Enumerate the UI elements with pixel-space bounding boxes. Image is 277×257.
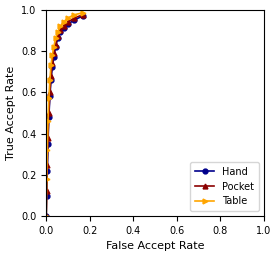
Pocket [48,91,52,94]
Table [62,20,65,23]
Table [73,13,76,16]
Line: Pocket: Pocket [44,12,86,219]
Hand [59,31,62,34]
Hand [56,37,59,40]
Pocket [45,215,48,218]
Hand [45,215,48,218]
Pocket [52,51,55,54]
Table [52,45,55,48]
X-axis label: False Accept Rate: False Accept Rate [106,241,204,251]
Hand [49,78,53,81]
Hand [45,194,48,197]
Hand [52,56,55,59]
Line: Hand: Hand [44,13,86,219]
Pocket [46,163,49,166]
Pocket [45,190,48,193]
Table [45,215,48,218]
Pocket [51,62,54,65]
Hand [51,66,54,69]
Table [46,149,49,152]
Legend: Hand, Pocket, Table: Hand, Pocket, Table [190,162,259,211]
Line: Table: Table [44,10,86,219]
Table [66,16,70,19]
Table [48,78,52,81]
Table [56,31,59,34]
Pocket [59,29,62,32]
Pocket [47,111,50,114]
Pocket [81,13,85,16]
Hand [81,14,85,17]
Y-axis label: True Accept Rate: True Accept Rate [6,66,16,160]
Table [59,24,62,27]
Pocket [46,136,50,139]
Table [54,37,57,40]
Table [47,97,50,100]
Hand [73,18,76,21]
Table [51,53,54,57]
Pocket [56,35,59,38]
Table [45,177,48,180]
Pocket [54,43,57,46]
Hand [62,27,65,30]
Table [81,11,85,14]
Hand [48,95,52,98]
Pocket [62,24,65,27]
Hand [54,45,57,48]
Pocket [49,74,53,77]
Pocket [73,16,76,19]
Hand [47,115,50,118]
Hand [66,22,70,25]
Table [49,64,53,67]
Pocket [66,20,70,23]
Hand [46,169,49,172]
Hand [46,142,50,145]
Table [46,120,50,123]
